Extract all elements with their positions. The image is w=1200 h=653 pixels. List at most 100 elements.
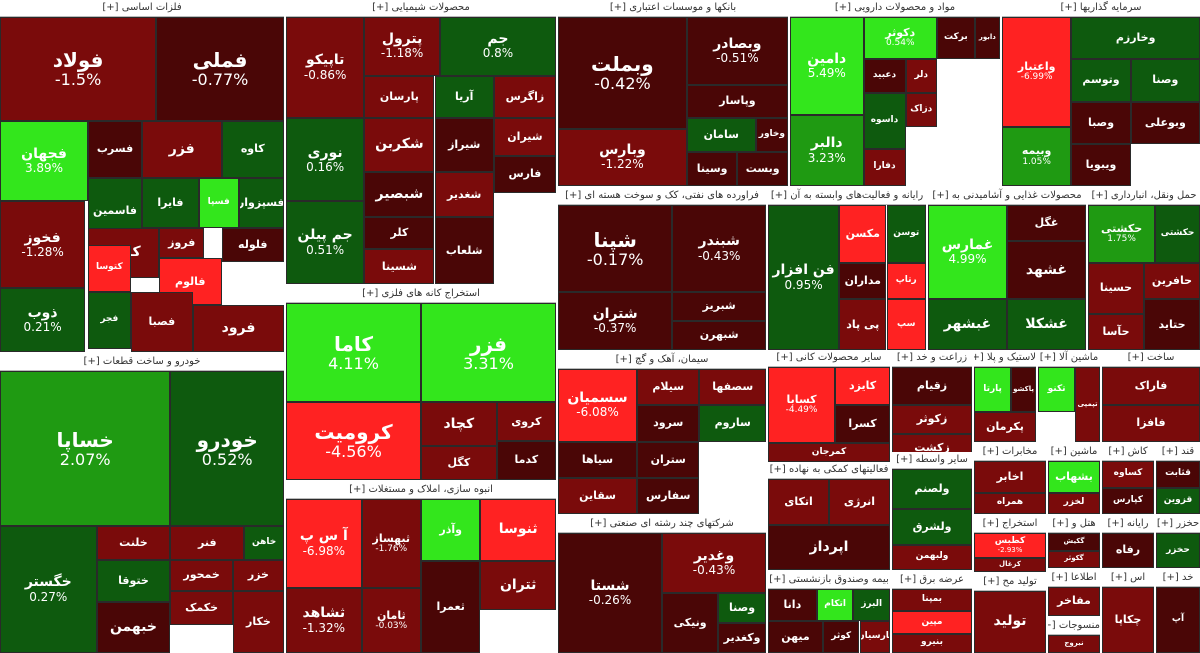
stock-tile[interactable]: مپین [892,611,972,634]
sector-header[interactable]: زراعت و خد [+] [892,350,972,367]
stock-tile[interactable]: ولشرق [892,509,972,545]
stock-tile[interactable]: ثعمرا [421,560,481,653]
stock-tile[interactable]: آ س پ -6.98% [286,499,362,589]
stock-tile[interactable]: فملی -0.77% [156,17,284,121]
stock-tile[interactable]: سسمیان -6.08% [558,369,638,442]
sector-header[interactable]: انبوه سازی، املاک و مستغلات [+] [286,482,556,499]
stock-tile[interactable]: فولاد -1.5% [0,17,157,121]
stock-tile[interactable]: دعبید [863,59,906,94]
stock-tile[interactable]: آریا [434,75,494,119]
stock-tile[interactable]: دابور [974,17,1000,60]
stock-tile[interactable]: سصفها [699,369,766,406]
stock-tile[interactable]: کاما 4.11% [286,303,421,403]
stock-tile[interactable]: سیاها [558,441,638,478]
stock-tile[interactable]: دفارا [863,148,906,186]
stock-tile[interactable]: شبصیر [364,171,435,218]
stock-tile[interactable]: فجهان 3.89% [0,120,89,202]
stock-tile[interactable]: فزر 3.31% [421,303,556,403]
sector-header[interactable]: شرکتهای چند رشته ای صنعتی [+] [558,516,766,533]
stock-tile[interactable]: دامین 5.49% [790,17,864,116]
stock-tile[interactable]: وغدیر -0.43% [662,533,766,593]
stock-tile[interactable]: ستران [637,441,700,478]
stock-tile[interactable]: پی پاد [839,299,887,350]
stock-tile[interactable]: پترول -1.18% [364,17,440,76]
sector-header[interactable]: سایر واسطه [+] [892,452,972,469]
stock-tile[interactable]: فسپزوار [238,177,284,229]
sector-header[interactable]: سایر محصولات کانی [+] [768,350,890,367]
stock-tile[interactable]: وآذر [421,499,481,561]
stock-tile[interactable]: فنر [170,526,245,560]
stock-tile[interactable]: پارتا [974,367,1012,412]
stock-tile[interactable]: فصبا [130,291,194,352]
stock-tile[interactable]: فاراک [1102,367,1200,405]
sector-header[interactable]: لاستیک و پلا [+] [974,350,1036,367]
stock-tile[interactable]: قزوین [1156,487,1200,514]
stock-tile[interactable]: فزر [142,120,222,178]
sector-header[interactable]: بیمه وصندوق بازنشستی [+] [768,572,890,589]
stock-tile[interactable]: حخزر [1156,533,1200,568]
stock-tile[interactable]: زکوثر [892,405,972,434]
stock-tile[interactable]: تاپیکو -0.86% [286,17,365,119]
sector-header[interactable]: سرمایه گذاریها [+] [1002,0,1200,17]
stock-tile[interactable]: تکنو [1038,367,1076,412]
stock-tile[interactable]: لخزر [1048,492,1100,514]
stock-tile[interactable]: مکسن [839,205,887,263]
stock-tile[interactable]: توسن [886,205,926,263]
stock-tile[interactable]: پارسیان [859,621,890,653]
stock-tile[interactable]: کپارس [1102,487,1154,514]
stock-tile[interactable]: ختوقا [96,559,171,603]
sector-header[interactable]: استخراج [+] [974,516,1046,533]
stock-tile[interactable]: سیلام [637,369,700,406]
stock-tile[interactable]: خمحور [170,559,233,591]
stock-tile[interactable]: ثتران [480,560,556,610]
sector-header[interactable]: حمل ونقل، انبارداری [+] [1088,188,1200,205]
sector-header[interactable]: اس [+] [1102,570,1154,587]
stock-tile[interactable]: ولصنم [892,469,972,510]
sector-header[interactable]: فعالیتهای کمکی به نهاده [+] [768,462,890,479]
sector-header[interactable]: ساخت [+] [1102,350,1200,367]
stock-tile[interactable]: وسینا [686,152,738,186]
stock-tile[interactable]: شلعاب [434,217,494,284]
stock-tile[interactable]: ولبهمن [892,544,972,570]
stock-tile[interactable]: خکمک [170,590,233,625]
stock-tile[interactable]: کرومیت -4.56% [286,402,421,480]
stock-tile[interactable]: شیران [493,118,556,156]
stock-tile[interactable]: ثنوسا [480,499,556,561]
stock-tile[interactable]: دلر [905,59,937,94]
stock-tile[interactable]: دزاک [905,93,937,127]
stock-tile[interactable]: زقیام [892,367,972,405]
sector-header[interactable]: سیمان، آهک و گچ [+] [558,352,766,369]
stock-tile[interactable]: کاوه [221,120,284,178]
stock-tile[interactable]: مفاخر [1048,587,1100,616]
stock-tile[interactable]: وخاور [755,118,788,153]
stock-tile[interactable]: خزر [232,559,284,591]
stock-tile[interactable]: فارس [493,155,556,194]
stock-tile[interactable]: ساروم [699,405,766,442]
stock-tile[interactable]: کزغال [974,558,1046,572]
stock-tile[interactable]: حتاید [1144,299,1200,350]
stock-tile[interactable]: بنیرو [892,633,972,653]
stock-tile[interactable]: غگل [1007,205,1086,242]
stock-tile[interactable]: حآسا [1088,313,1144,350]
sector-header[interactable]: مخابرات [+] [974,444,1046,461]
stock-tile[interactable]: شغدیر [434,171,494,218]
stock-tile[interactable]: اتکام [816,589,854,621]
stock-tile[interactable]: داسوه [863,93,906,149]
stock-tile[interactable]: غبشهر [928,299,1007,350]
stock-tile[interactable]: غشهد [1007,241,1086,300]
stock-tile[interactable]: البرز [853,589,890,621]
stock-tile[interactable]: چکاپا [1102,587,1154,653]
stock-tile[interactable]: آپ [1156,587,1200,653]
sector-header[interactable]: رایانه و فعالیت‌های وابسته به آن [+] [768,188,926,205]
sector-header[interactable]: محصولات شیمیایی [+] [286,0,556,17]
stock-tile[interactable]: وبملت -0.42% [558,17,687,129]
stock-tile[interactable]: پاکشو [1011,367,1036,412]
stock-tile[interactable]: پارسان [364,75,435,119]
stock-tile[interactable]: کروی [496,402,556,442]
stock-tile[interactable]: فروز [159,228,205,259]
stock-tile[interactable]: شکربن [364,118,435,172]
stock-tile[interactable]: کگل [421,446,497,480]
stock-tile[interactable]: برکت [937,17,975,60]
stock-tile[interactable]: کسرا [835,405,890,443]
stock-tile[interactable]: سپ [886,299,926,350]
